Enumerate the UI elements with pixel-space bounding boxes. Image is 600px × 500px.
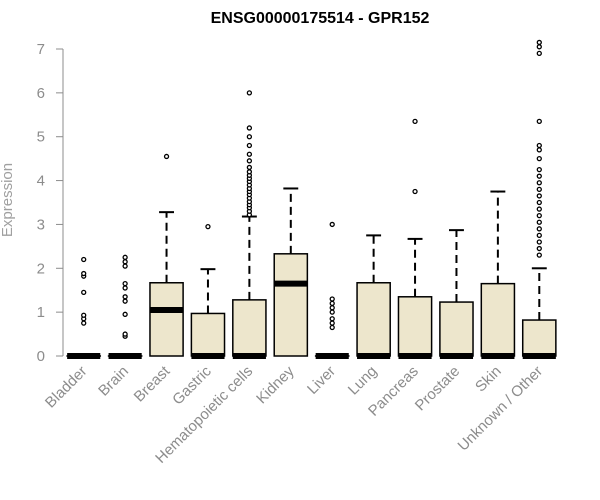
outlier-point (412, 188, 418, 195)
outlier-point (536, 219, 542, 225)
outlier-point (329, 221, 335, 228)
outlier-point (122, 280, 128, 287)
y-tick-label: 2 (37, 260, 45, 277)
box-hematopoietic-cells (232, 90, 267, 359)
outlier-point (246, 90, 253, 96)
x-category-label: Kidney (253, 362, 298, 407)
outlier-point (122, 285, 128, 291)
outlier-point (536, 147, 542, 153)
outlier-point (246, 134, 253, 140)
outlier-point (246, 169, 253, 175)
outlier-point (122, 259, 128, 265)
outlier-point (122, 254, 128, 260)
outlier-point (81, 270, 87, 277)
outlier-point (536, 193, 542, 199)
outlier-point (536, 118, 542, 125)
outlier-point (536, 252, 542, 258)
outlier-point (536, 155, 542, 162)
box-unknown-other (521, 39, 557, 359)
outlier-point (329, 320, 335, 326)
outlier-point (536, 44, 542, 50)
box-iqr (232, 299, 267, 357)
outlier-point (412, 118, 418, 125)
outlier-point (536, 199, 542, 206)
box-pancreas (397, 118, 433, 359)
box-iqr (439, 301, 474, 357)
box-iqr (356, 282, 391, 357)
box-iqr (521, 319, 557, 357)
x-category-label: Skin (472, 363, 505, 396)
y-tick-label: 3 (37, 216, 45, 233)
box-breast (149, 153, 184, 357)
outlier-point (81, 289, 87, 296)
outlier-point (536, 213, 542, 219)
outlier-point (536, 186, 542, 192)
box-kidney (273, 187, 309, 357)
y-tick-label: 5 (37, 129, 45, 146)
outlier-point (205, 223, 211, 230)
outlier-point (536, 206, 542, 212)
outlier-point (329, 296, 335, 302)
outlier-point (536, 239, 542, 245)
outlier-point (81, 312, 87, 318)
box-bladder (66, 256, 102, 359)
x-category-label: Bladder (42, 363, 91, 412)
y-tick-label: 0 (37, 348, 45, 365)
box-brain (107, 254, 143, 359)
outlier-point (81, 256, 87, 263)
x-category-label: Lung (345, 363, 381, 399)
outlier-point (536, 166, 542, 173)
y-axis-label: Expression (0, 163, 16, 237)
box-prostate (439, 229, 474, 359)
box-iqr (273, 253, 309, 357)
outlier-point (246, 158, 253, 164)
outlier-point (536, 39, 542, 46)
box-skin (480, 190, 516, 359)
x-category-label: Liver (304, 363, 339, 398)
outlier-point (246, 142, 253, 149)
outlier-point (122, 298, 128, 304)
outlier-point (122, 294, 128, 300)
y-tick-label: 1 (37, 304, 45, 321)
y-tick-label: 6 (37, 85, 45, 102)
outlier-point (536, 173, 542, 179)
outlier-point (536, 245, 542, 252)
box-liver (314, 221, 350, 359)
outlier-point (81, 320, 87, 326)
y-tick-label: 4 (37, 173, 45, 190)
box-iqr (149, 282, 184, 357)
outlier-point (163, 153, 170, 160)
outlier-point (536, 50, 542, 57)
outlier-point (536, 180, 542, 186)
boxes-layer (66, 39, 557, 359)
box-iqr (480, 282, 516, 357)
outlier-point (329, 305, 335, 311)
x-category-label: Brain (95, 363, 132, 400)
outlier-point (122, 331, 128, 337)
box-lung (356, 234, 391, 359)
outlier-point (536, 142, 542, 149)
y-tick-label: 7 (37, 41, 45, 58)
outlier-point (329, 300, 335, 307)
outlier-point (536, 226, 542, 232)
outlier-point (246, 151, 253, 157)
outlier-point (122, 311, 128, 317)
x-category-label: Prostate (412, 363, 464, 415)
outlier-point (536, 232, 542, 239)
outlier-point (329, 309, 335, 315)
box-gastric (190, 223, 226, 359)
x-category-label: Breast (131, 362, 174, 405)
outlier-point (329, 316, 335, 322)
box-iqr (397, 296, 433, 357)
outlier-point (246, 125, 253, 131)
y-axis: 0 1 2 3 4 5 6 7 (37, 41, 64, 365)
outlier-point (329, 324, 335, 331)
chart-title: ENSG00000175514 - GPR152 (211, 10, 430, 27)
outlier-point (246, 164, 253, 171)
outlier-point (122, 263, 128, 269)
box-iqr (190, 312, 226, 357)
